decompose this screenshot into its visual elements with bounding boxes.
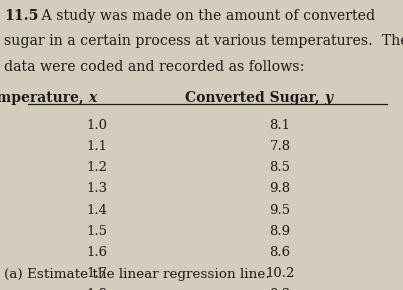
Text: y: y <box>324 91 332 105</box>
Text: 1.8: 1.8 <box>86 288 107 290</box>
Text: 8.6: 8.6 <box>270 246 291 259</box>
Text: 8.9: 8.9 <box>270 225 291 238</box>
Text: data were coded and recorded as follows:: data were coded and recorded as follows: <box>4 60 305 74</box>
Text: Converted Sugar,: Converted Sugar, <box>185 91 324 105</box>
Text: 1.4: 1.4 <box>86 204 107 217</box>
Text: 9.5: 9.5 <box>270 204 291 217</box>
Text: 10.2: 10.2 <box>266 267 295 280</box>
Text: 1.6: 1.6 <box>86 246 107 259</box>
Text: 1.1: 1.1 <box>86 140 107 153</box>
Text: 11.5: 11.5 <box>4 9 39 23</box>
Text: (a) Estimate the linear regression line.: (a) Estimate the linear regression line. <box>4 268 270 281</box>
Text: 1.7: 1.7 <box>86 267 107 280</box>
Text: 8.5: 8.5 <box>270 161 291 174</box>
Text: A study was made on the amount of converted: A study was made on the amount of conver… <box>37 9 375 23</box>
Text: 8.1: 8.1 <box>270 119 291 132</box>
Text: x: x <box>89 91 97 105</box>
Text: 7.8: 7.8 <box>270 140 291 153</box>
Text: 9.8: 9.8 <box>270 182 291 195</box>
Text: Temperature,: Temperature, <box>0 91 89 105</box>
Text: 1.2: 1.2 <box>86 161 107 174</box>
Text: 9.3: 9.3 <box>270 288 291 290</box>
Text: sugar in a certain process at various temperatures.  The: sugar in a certain process at various te… <box>4 34 403 48</box>
Text: 1.5: 1.5 <box>86 225 107 238</box>
Text: 1.0: 1.0 <box>86 119 107 132</box>
Text: 1.3: 1.3 <box>86 182 107 195</box>
